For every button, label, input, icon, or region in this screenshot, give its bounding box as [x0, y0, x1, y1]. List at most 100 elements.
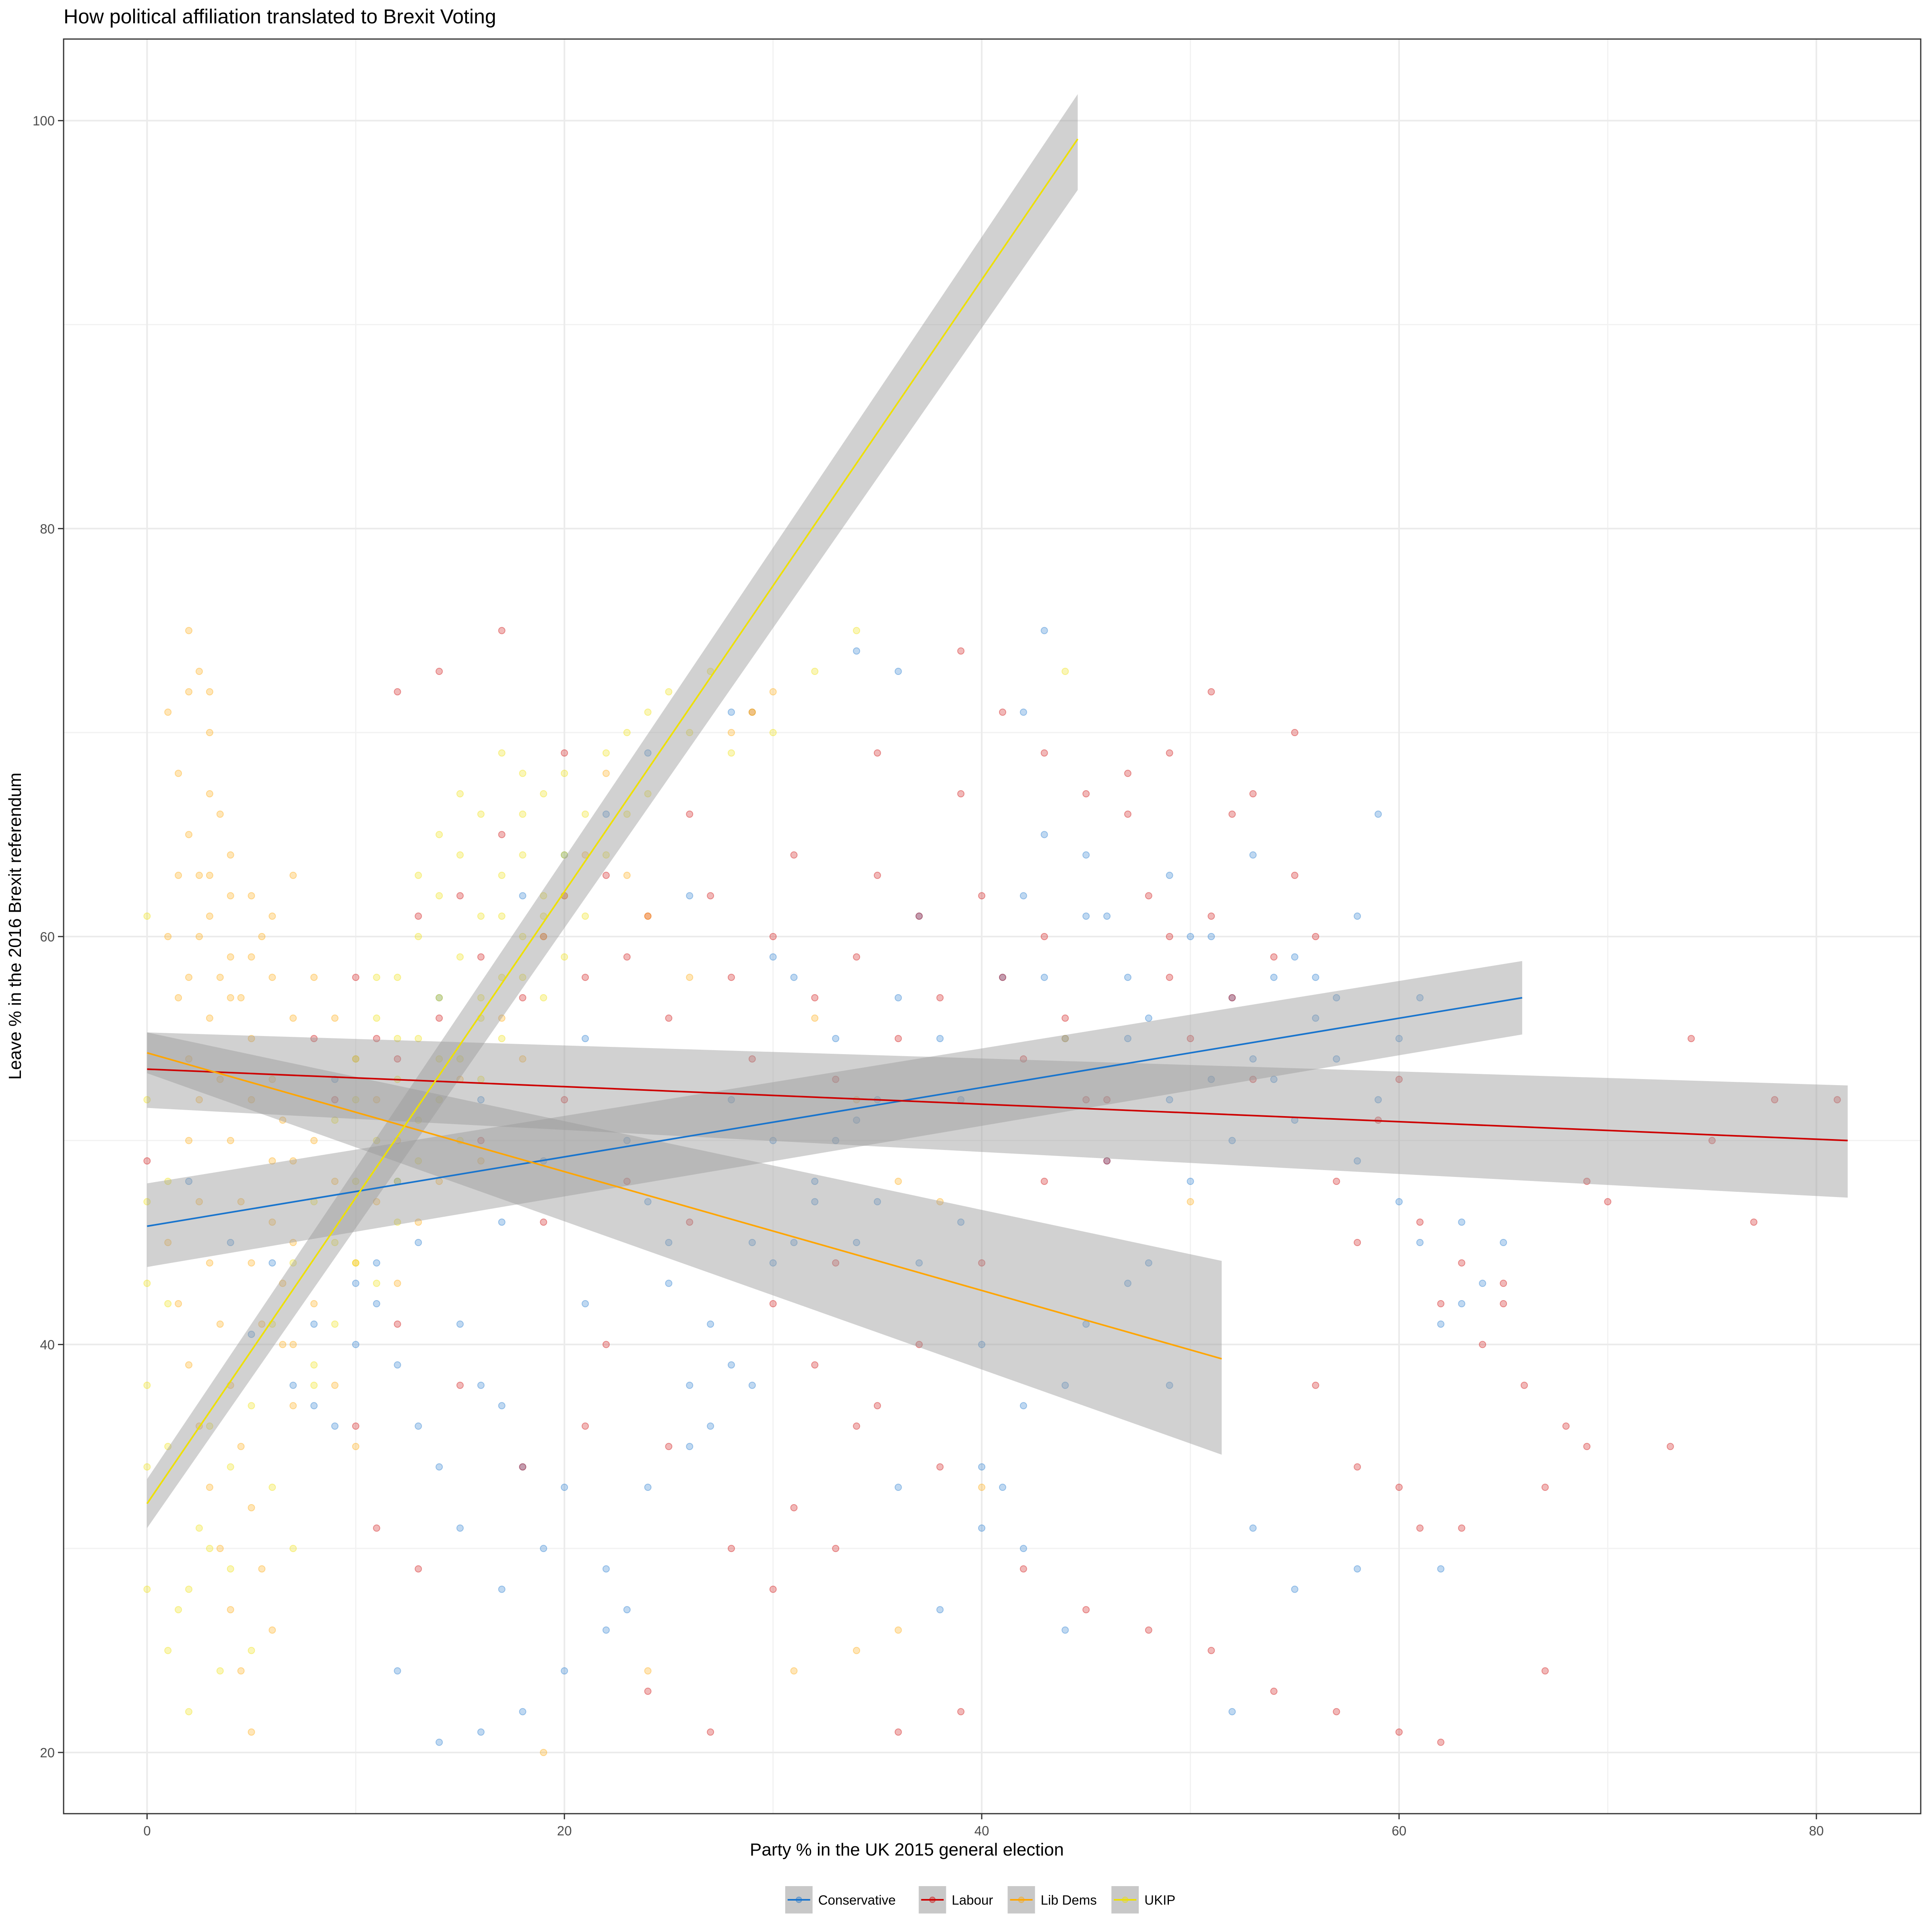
conservative-point	[978, 1524, 986, 1532]
lib-dems-point	[790, 1667, 798, 1675]
lib-dems-point	[268, 1075, 276, 1083]
labour-point	[957, 1708, 965, 1715]
conservative-point	[1249, 851, 1257, 859]
ukip-point	[352, 1177, 359, 1185]
labour-fit-line	[147, 1068, 1848, 1141]
ukip-point	[623, 729, 631, 737]
lib-dems-point	[195, 871, 203, 879]
labour-point	[1687, 1035, 1695, 1042]
labour-point	[1479, 1341, 1486, 1348]
labour-point	[394, 1320, 401, 1328]
lib-dems-point	[894, 1626, 902, 1634]
labour-point	[1666, 1443, 1674, 1450]
lib-dems-point	[195, 1198, 203, 1205]
ukip-point	[519, 933, 526, 940]
conservative-point	[832, 1035, 840, 1042]
conservative-legend-label: Conservative	[818, 1893, 896, 1907]
labour-legend-label: Labour	[952, 1893, 993, 1907]
conservative-point	[477, 1381, 485, 1389]
ukip-point	[164, 1177, 172, 1185]
ukip-point	[415, 1035, 422, 1042]
ukip-point	[623, 810, 631, 818]
lib-dems-point	[216, 1320, 224, 1328]
conservative-point	[227, 1239, 234, 1247]
labour-point	[352, 974, 359, 981]
lib-dems-point	[268, 1157, 276, 1165]
labour-point	[1228, 810, 1236, 818]
labour-point	[1458, 1524, 1466, 1532]
conservative-point	[1270, 1075, 1278, 1083]
lib-dems-point	[175, 871, 182, 879]
labour-point	[602, 1341, 610, 1348]
conservative-point	[1040, 974, 1048, 981]
conservative-point	[1395, 1198, 1403, 1205]
conservative-point	[748, 1381, 756, 1389]
ukip-point	[216, 1667, 224, 1675]
labour-point	[1166, 749, 1173, 757]
plot-panel-border	[63, 38, 1922, 1814]
conservative-point	[561, 1667, 568, 1675]
labour-point	[1333, 1708, 1340, 1715]
ukip-point	[519, 974, 526, 981]
labour-point	[1437, 1738, 1445, 1746]
conservative-point	[1166, 1381, 1173, 1389]
conservative-point	[769, 953, 777, 961]
lib-dems-point	[175, 770, 182, 777]
labour-point	[456, 1381, 464, 1389]
y-tick-label: 40	[40, 1337, 55, 1352]
labour-point	[394, 688, 401, 696]
conservative-point	[1312, 974, 1319, 981]
conservative-point	[1020, 1545, 1027, 1552]
lib-dems-point	[268, 1218, 276, 1226]
lib-dems-point	[268, 912, 276, 920]
ukip-point	[456, 851, 464, 859]
labour-point	[1249, 1075, 1257, 1083]
ukip-point	[582, 810, 589, 818]
lib-dems-point	[227, 1137, 234, 1144]
lib-dems-legend-label: Lib Dems	[1040, 1893, 1096, 1907]
conservative-point	[1249, 1055, 1257, 1063]
labour-point	[790, 851, 798, 859]
conservative-point	[582, 1300, 589, 1308]
lib-dems-point	[894, 1177, 902, 1185]
lib-dems-point	[164, 708, 172, 716]
labour-point	[1395, 1075, 1403, 1083]
labour-point	[832, 1075, 840, 1083]
conservative-point	[665, 1280, 673, 1287]
lib-dems-point	[686, 974, 694, 981]
labour-point	[978, 1259, 986, 1267]
lib-dems-point	[1061, 1035, 1069, 1042]
ukip-point	[686, 729, 694, 737]
conservative-point	[644, 749, 652, 757]
lib-dems-point	[206, 912, 213, 920]
ukip-point	[289, 1259, 297, 1267]
conservative-point	[686, 1443, 694, 1450]
labour-point	[1291, 729, 1298, 737]
conservative-confidence-band	[147, 961, 1522, 1267]
conservative-point	[373, 1300, 380, 1308]
labour-point	[769, 933, 777, 940]
ukip-point	[143, 1585, 151, 1593]
labour-point	[873, 1402, 881, 1410]
ukip-point	[352, 1055, 359, 1063]
conservative-point	[1354, 1157, 1361, 1165]
conservative-point	[352, 1280, 359, 1287]
lib-dems-point	[185, 627, 193, 634]
ukip-point	[644, 708, 652, 716]
conservative-point	[519, 1708, 526, 1715]
labour-point	[1166, 933, 1173, 940]
labour-point	[540, 1218, 547, 1226]
conservative-point	[1020, 892, 1027, 900]
labour-point	[1249, 790, 1257, 798]
labour-point	[1040, 749, 1048, 757]
labour-point	[769, 1585, 777, 1593]
conservative-point	[373, 1259, 380, 1267]
labour-point	[1354, 1463, 1361, 1471]
labour-point	[561, 749, 568, 757]
labour-point	[1082, 790, 1090, 798]
labour-point	[936, 994, 944, 1001]
conservative-point	[602, 810, 610, 818]
conservative-point	[853, 1239, 861, 1247]
conservative-point	[915, 912, 923, 920]
labour-point	[519, 1463, 526, 1471]
